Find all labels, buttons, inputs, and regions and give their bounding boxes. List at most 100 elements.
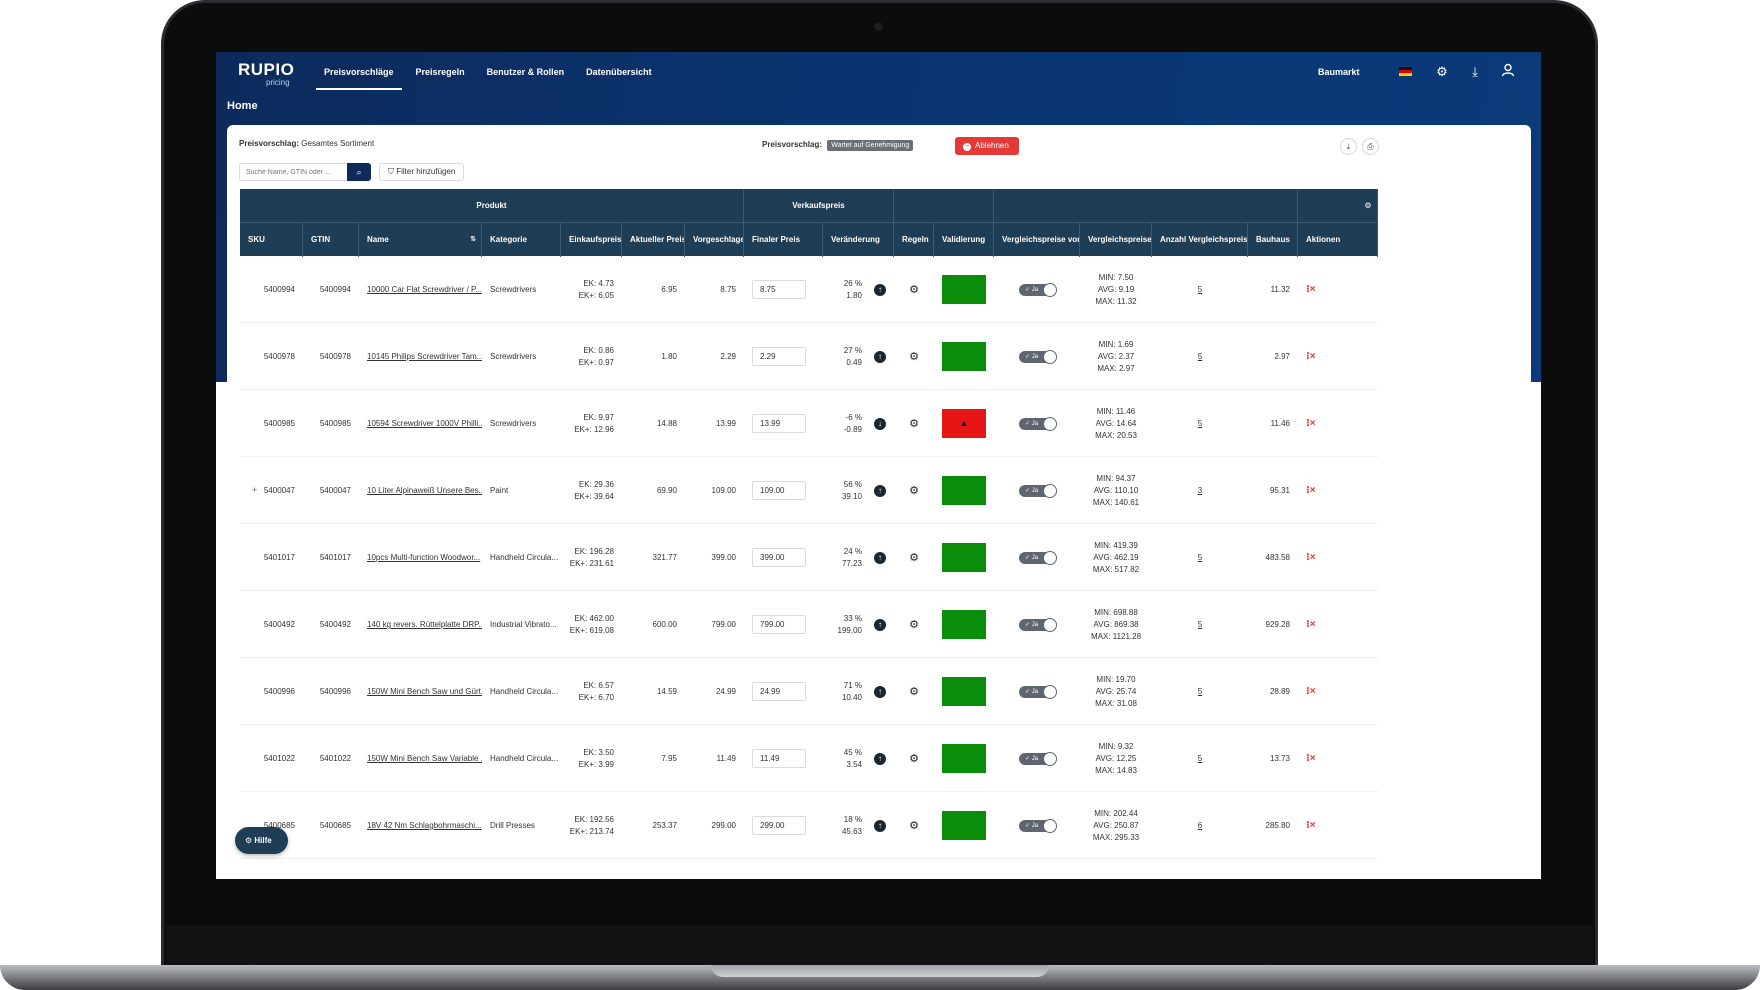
product-name-link[interactable]: 10 Liter Alpinaweiß Unsere Bes...	[367, 486, 482, 495]
remove-rule-icon[interactable]: ⁝×	[1306, 552, 1316, 563]
nav-item-2[interactable]: Benutzer & Rollen	[486, 67, 565, 77]
rules-gear-icon[interactable]: ⚙	[909, 284, 919, 296]
cell-change: 33 % 199.00 ↑	[823, 591, 894, 658]
product-name-link[interactable]: 150W Mini Bench Saw Variable ...	[367, 754, 482, 763]
rules-gear-icon[interactable]: ⚙	[909, 418, 919, 430]
final-price-input[interactable]	[752, 481, 806, 500]
column-header-12[interactable]: Vergleichspreise	[1080, 223, 1152, 257]
column-settings-icon[interactable]: ⚙	[1364, 201, 1372, 210]
final-price-input[interactable]	[752, 414, 806, 433]
export-download-icon[interactable]: ⤓	[1340, 138, 1357, 155]
final-price-input[interactable]	[752, 749, 806, 768]
sort-icon[interactable]: ⇅	[470, 236, 476, 243]
product-name-link[interactable]: 10145 Philips Screwdriver Tam...	[367, 352, 482, 361]
search-input[interactable]	[239, 163, 347, 181]
column-header-4[interactable]: Einkaufspreise	[561, 223, 622, 257]
rules-gear-icon[interactable]: ⚙	[909, 820, 919, 832]
print-icon[interactable]: ⎙	[1362, 138, 1379, 155]
cell-bauhaus: 95.31	[1269, 486, 1290, 495]
final-price-input[interactable]	[752, 816, 806, 835]
comparison-count-link[interactable]: 5	[1197, 553, 1203, 562]
cell-rules: ⚙	[894, 792, 934, 859]
help-button[interactable]: ⚙ Hilfe	[235, 827, 288, 854]
cell-name: 140 kg revers. Rüttelplatte DRP...	[359, 591, 482, 658]
column-header-14[interactable]: Bauhaus	[1248, 223, 1298, 257]
product-name-link[interactable]: 10000 Car Flat Screwdriver / P...	[367, 285, 482, 294]
comparison-count-link[interactable]: 5	[1197, 620, 1203, 629]
comparison-count-link[interactable]: 5	[1197, 687, 1203, 696]
gear-icon[interactable]: ⚙	[1436, 64, 1448, 79]
column-header-10[interactable]: Validierung	[934, 223, 994, 257]
rupio-logo[interactable]: RUPIO pricing	[238, 60, 308, 90]
comparison-count-link[interactable]: 5	[1197, 419, 1203, 428]
cell-comparison-available: ✓ Ja	[994, 591, 1080, 658]
rules-gear-icon[interactable]: ⚙	[909, 686, 919, 698]
tenant-selector[interactable]: Baumarkt	[1318, 67, 1360, 77]
column-header-1[interactable]: GTIN	[303, 223, 359, 257]
remove-rule-icon[interactable]: ⁝×	[1306, 619, 1316, 630]
nav-item-0[interactable]: Preisvorschläge	[316, 52, 402, 90]
product-name-link[interactable]: 140 kg revers. Rüttelplatte DRP...	[367, 620, 482, 629]
user-icon[interactable]	[1499, 63, 1517, 81]
rules-gear-icon[interactable]: ⚙	[909, 351, 919, 363]
comparison-count-link[interactable]: 5	[1197, 352, 1203, 361]
column-header-7[interactable]: Finaler Preis	[744, 223, 823, 257]
rules-gear-icon[interactable]: ⚙	[909, 485, 919, 497]
comparison-count-link[interactable]: 5	[1197, 285, 1203, 294]
comparison-toggle[interactable]: ✓ Ja	[1019, 282, 1057, 297]
product-name-link[interactable]: 10594 Screwdriver 1000V Philli...	[367, 419, 482, 428]
search-button[interactable]: ⌕	[347, 163, 371, 181]
column-header-8[interactable]: Veränderung	[823, 223, 894, 257]
column-header-3[interactable]: Kategorie	[482, 223, 561, 257]
final-price-input[interactable]	[752, 280, 806, 299]
remove-rule-icon[interactable]: ⁝×	[1306, 753, 1316, 764]
comparison-count-link[interactable]: 6	[1197, 821, 1203, 830]
add-filter-button[interactable]: ⛉ Filter hinzufügen	[379, 163, 465, 181]
comparison-toggle[interactable]: ✓ Ja	[1019, 416, 1057, 431]
column-header-13[interactable]: Anzahl Vergleichspreise	[1152, 223, 1248, 257]
remove-rule-icon[interactable]: ⁝×	[1306, 418, 1316, 429]
change-percent: 71 %	[843, 680, 862, 690]
column-header-5[interactable]: Aktueller Preis	[622, 223, 685, 257]
product-name-link[interactable]: 18V 42 Nm Schlagbohrmaschi...	[367, 821, 482, 830]
comparison-toggle[interactable]: ✓ Ja	[1019, 617, 1057, 632]
download-icon[interactable]: ⤓	[1472, 64, 1478, 79]
comparison-count-link[interactable]: 3	[1197, 486, 1203, 495]
comparison-max: MAX: 1121.28	[1090, 631, 1142, 641]
cell-comparison-available: ✓ Ja	[994, 256, 1080, 323]
remove-rule-icon[interactable]: ⁝×	[1306, 351, 1316, 362]
comparison-toggle[interactable]: ✓ Ja	[1019, 483, 1057, 498]
remove-rule-icon[interactable]: ⁝×	[1306, 686, 1316, 697]
comparison-count-link[interactable]: 5	[1197, 754, 1203, 763]
comparison-toggle[interactable]: ✓ Ja	[1019, 349, 1057, 364]
final-price-input[interactable]	[752, 347, 806, 366]
column-header-15[interactable]: Aktionen	[1298, 223, 1378, 257]
remove-rule-icon[interactable]: ⁝×	[1306, 485, 1316, 496]
expand-icon[interactable]: +	[252, 485, 258, 495]
comparison-toggle[interactable]: ✓ Ja	[1019, 684, 1057, 699]
rules-gear-icon[interactable]: ⚙	[909, 753, 919, 765]
comparison-toggle[interactable]: ✓ Ja	[1019, 818, 1057, 833]
final-price-input[interactable]	[752, 682, 806, 701]
column-header-0[interactable]: SKU	[240, 223, 303, 257]
rules-gear-icon[interactable]: ⚙	[909, 552, 919, 564]
cell-gtin: 5400978	[319, 352, 351, 361]
cell-rules: ⚙	[894, 256, 934, 323]
rules-gear-icon[interactable]: ⚙	[909, 619, 919, 631]
column-header-2[interactable]: Name ⇅	[359, 223, 482, 257]
product-name-link[interactable]: 10pcs Multi-function Woodwor...	[367, 553, 481, 562]
column-header-9[interactable]: Regeln	[894, 223, 934, 257]
nav-item-1[interactable]: Preisregeln	[415, 67, 465, 77]
column-header-11[interactable]: Vergleichspreise vorhanden	[994, 223, 1080, 257]
reject-button[interactable]: − Ablehnen	[955, 137, 1019, 155]
germany-flag-icon[interactable]	[1399, 67, 1412, 76]
final-price-input[interactable]	[752, 615, 806, 634]
remove-rule-icon[interactable]: ⁝×	[1306, 284, 1316, 295]
product-name-link[interactable]: 150W Mini Bench Saw und Gürt...	[367, 687, 482, 696]
column-header-6[interactable]: Vorgeschlagen	[685, 223, 744, 257]
nav-item-3[interactable]: Datenübersicht	[586, 67, 652, 77]
remove-rule-icon[interactable]: ⁝×	[1306, 820, 1316, 831]
comparison-toggle[interactable]: ✓ Ja	[1019, 550, 1057, 565]
comparison-toggle[interactable]: ✓ Ja	[1019, 751, 1057, 766]
final-price-input[interactable]	[752, 548, 806, 567]
